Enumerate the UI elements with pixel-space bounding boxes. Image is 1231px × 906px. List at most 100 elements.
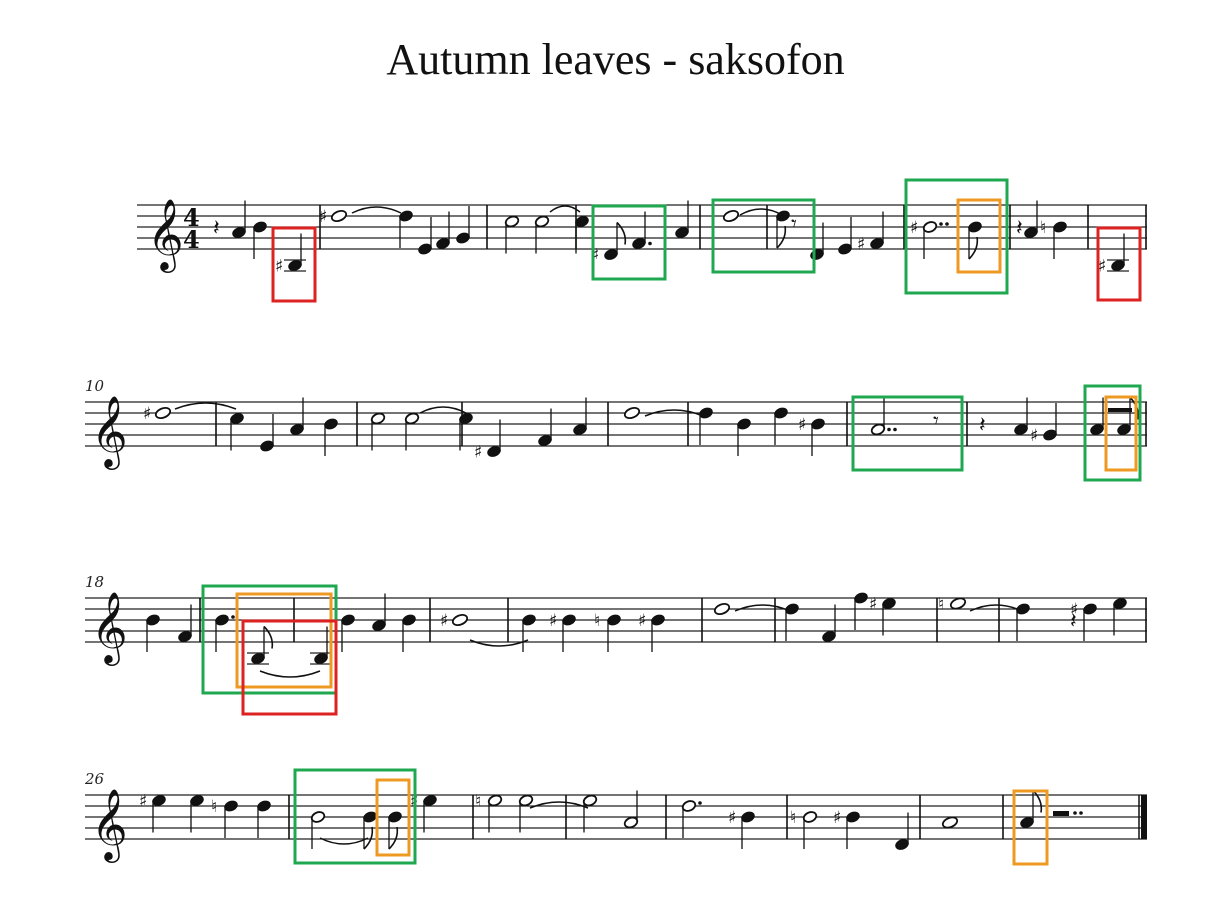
note bbox=[459, 413, 473, 451]
flag bbox=[616, 221, 627, 245]
note: ♯ bbox=[869, 595, 896, 636]
highlight-box-red bbox=[271, 226, 317, 303]
measure-number-10: 10 bbox=[85, 377, 105, 395]
note bbox=[810, 222, 824, 260]
flag bbox=[968, 236, 979, 260]
note bbox=[253, 221, 267, 259]
sharp-icon: ♯ bbox=[728, 808, 736, 828]
measure-number-18: 18 bbox=[85, 573, 105, 591]
tie bbox=[969, 604, 1023, 612]
staff-system-2: 𝄞 bbox=[85, 394, 1147, 470]
note bbox=[190, 795, 204, 833]
highlight-box-green bbox=[711, 198, 816, 274]
highlight-box-orange bbox=[1104, 395, 1138, 472]
dot bbox=[893, 427, 897, 432]
note bbox=[341, 614, 355, 652]
natural-icon: ♮ bbox=[594, 611, 600, 631]
note bbox=[257, 800, 271, 838]
sharp-icon: ♯ bbox=[798, 415, 806, 435]
note bbox=[418, 217, 432, 255]
note: ♯ bbox=[1070, 600, 1097, 641]
note bbox=[436, 211, 450, 249]
notehead bbox=[623, 406, 641, 420]
note: ♮ bbox=[211, 797, 238, 838]
natural-icon: ♮ bbox=[475, 792, 481, 812]
natural-icon: ♮ bbox=[211, 797, 217, 817]
note bbox=[681, 800, 702, 838]
eighth-rest-icon: 𝄾 bbox=[791, 212, 797, 237]
tie bbox=[529, 801, 589, 809]
note: ♮ bbox=[790, 808, 818, 849]
natural-icon: ♮ bbox=[790, 808, 796, 828]
dot bbox=[1073, 811, 1077, 815]
dot bbox=[1079, 811, 1083, 815]
tie bbox=[319, 837, 369, 845]
notehead bbox=[330, 209, 348, 223]
note bbox=[260, 414, 274, 452]
note bbox=[247, 625, 274, 665]
highlight-box-green bbox=[851, 395, 964, 472]
time-signature-denominator: 4 bbox=[183, 225, 200, 254]
sharp-icon: ♯ bbox=[1098, 257, 1106, 277]
note bbox=[290, 397, 304, 435]
half-rest-icon bbox=[1053, 811, 1069, 816]
note: ♯ bbox=[833, 808, 860, 849]
note bbox=[1113, 598, 1127, 636]
tie bbox=[549, 205, 581, 213]
dot bbox=[945, 222, 949, 226]
highlight-box-orange bbox=[1012, 789, 1049, 866]
note bbox=[713, 602, 731, 616]
note bbox=[675, 200, 689, 238]
note bbox=[1090, 397, 1104, 435]
highlight-box-green bbox=[904, 178, 1009, 295]
natural-icon: ♮ bbox=[938, 595, 944, 615]
note bbox=[573, 397, 587, 435]
note: ♮ bbox=[594, 611, 621, 652]
quarter-rest-icon: 𝄽 bbox=[213, 216, 220, 241]
sharp-icon: ♯ bbox=[1030, 426, 1038, 446]
note bbox=[518, 794, 534, 833]
note: ♮ bbox=[475, 792, 503, 833]
score-title: Autumn leaves - saksofon bbox=[386, 35, 845, 84]
note: ♯ bbox=[275, 233, 306, 277]
notehead bbox=[722, 209, 740, 223]
note bbox=[838, 217, 852, 255]
tie bbox=[351, 206, 402, 214]
note bbox=[785, 603, 799, 641]
flag bbox=[263, 625, 274, 649]
note bbox=[215, 614, 235, 652]
sharp-icon: ♯ bbox=[139, 792, 147, 812]
note bbox=[968, 221, 982, 260]
sharp-icon: ♯ bbox=[1070, 600, 1078, 620]
quarter-rest-icon: 𝄽 bbox=[979, 413, 986, 438]
note bbox=[575, 216, 589, 254]
flag bbox=[388, 826, 399, 850]
sharp-icon: ♯ bbox=[275, 257, 283, 277]
highlight-box-orange bbox=[235, 592, 333, 689]
note bbox=[372, 593, 386, 631]
note: ♯ bbox=[591, 221, 627, 266]
sharp-icon: ♯ bbox=[549, 611, 557, 631]
treble-clef-icon: 𝄞 bbox=[91, 590, 128, 666]
dot bbox=[698, 801, 702, 805]
sharp-icon: ♯ bbox=[638, 611, 646, 631]
dot bbox=[887, 427, 891, 432]
flag bbox=[776, 225, 787, 249]
highlight-box-green bbox=[591, 204, 667, 281]
note bbox=[699, 407, 713, 445]
note: ♯ bbox=[910, 218, 949, 259]
note: ♯ bbox=[638, 611, 665, 652]
note bbox=[870, 397, 897, 436]
highlight-box-red bbox=[1096, 226, 1142, 302]
quarter-rest-icon: 𝄽 bbox=[1016, 216, 1023, 241]
flag bbox=[1032, 789, 1043, 813]
note bbox=[310, 811, 326, 849]
highlight-box-green bbox=[293, 768, 417, 865]
note bbox=[774, 407, 788, 445]
measure-number-26: 26 bbox=[85, 770, 105, 788]
time-signature-numerator: 4 bbox=[183, 203, 200, 232]
notehead bbox=[154, 406, 172, 420]
note bbox=[370, 412, 386, 451]
notehead bbox=[949, 597, 967, 610]
